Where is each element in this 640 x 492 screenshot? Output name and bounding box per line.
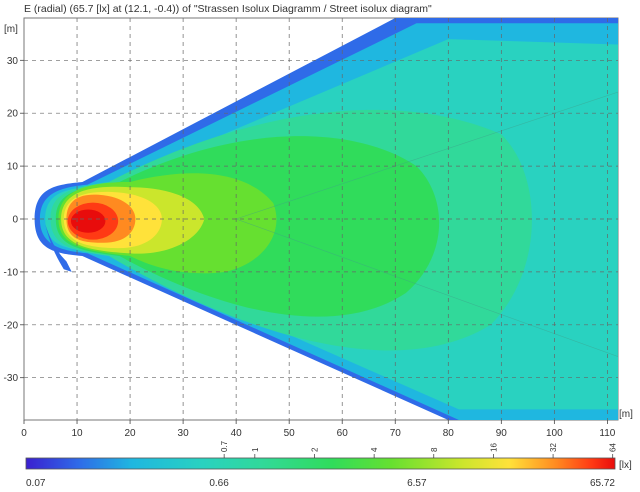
colorbar-lower-label: 65.72 [590, 478, 615, 489]
x-tick-label: 40 [231, 428, 243, 439]
x-tick-label: 50 [284, 428, 296, 439]
y-tick-label: -10 [4, 267, 19, 278]
colorbar-lower-label: 0.07 [26, 478, 46, 489]
x-tick-label: 100 [546, 428, 563, 439]
colorbar-lower-label: 6.57 [407, 478, 427, 489]
colorbar-upper-tick-label: 64 [609, 443, 618, 452]
colorbar-ticks: 0.7 1 2 4 8 16 32 64 0.07 0.66 6.57 65.72 [26, 440, 618, 489]
x-tick-label: 80 [443, 428, 455, 439]
y-tick-label: -30 [4, 373, 19, 384]
colorbar-upper-tick-label: 32 [549, 443, 558, 452]
isolux-tail [45, 224, 72, 272]
colorbar-unit-label: [lx] [619, 460, 632, 471]
y-tick-label: -20 [4, 320, 19, 331]
x-tick-label: 10 [71, 428, 83, 439]
x-tick-label: 0 [21, 428, 27, 439]
x-axis: 0 10 20 30 40 50 60 70 80 90 100 110 [21, 420, 616, 439]
x-tick-label: 70 [390, 428, 402, 439]
x-tick-label: 20 [125, 428, 137, 439]
y-tick-label: 20 [7, 109, 19, 120]
colorbar-upper-tick-label: 0.7 [220, 440, 229, 452]
colorbar-upper-tick-label: 4 [370, 447, 379, 452]
colorbar-upper-tick-label: 8 [430, 447, 439, 452]
y-axis: 30 20 10 0 -10 -20 -30 [4, 56, 24, 384]
colorbar [25, 457, 616, 470]
y-tick-label: 10 [7, 162, 19, 173]
chart-title: E (radial) (65.7 [lx] at (12.1, -0.4)) o… [24, 3, 432, 15]
x-tick-label: 30 [178, 428, 190, 439]
isolux-peak [70, 209, 106, 233]
colorbar-upper-tick-label: 1 [251, 447, 260, 452]
y-axis-unit-label: [m] [4, 24, 18, 35]
x-tick-label: 60 [337, 428, 349, 439]
isolux-contour [235, 91, 618, 357]
y-tick-label: 30 [7, 56, 19, 67]
x-tick-label: 110 [599, 428, 615, 439]
y-tick-label: 0 [12, 215, 18, 226]
colorbar-upper-tick-label: 16 [489, 443, 498, 452]
colorbar-lower-label: 0.66 [209, 478, 229, 489]
grid [24, 18, 618, 420]
x-tick-label: 90 [496, 428, 508, 439]
colorbar-upper-tick-label: 2 [310, 447, 319, 452]
x-axis-unit-label: [m] [619, 409, 633, 420]
isolux-field [34, 18, 618, 420]
